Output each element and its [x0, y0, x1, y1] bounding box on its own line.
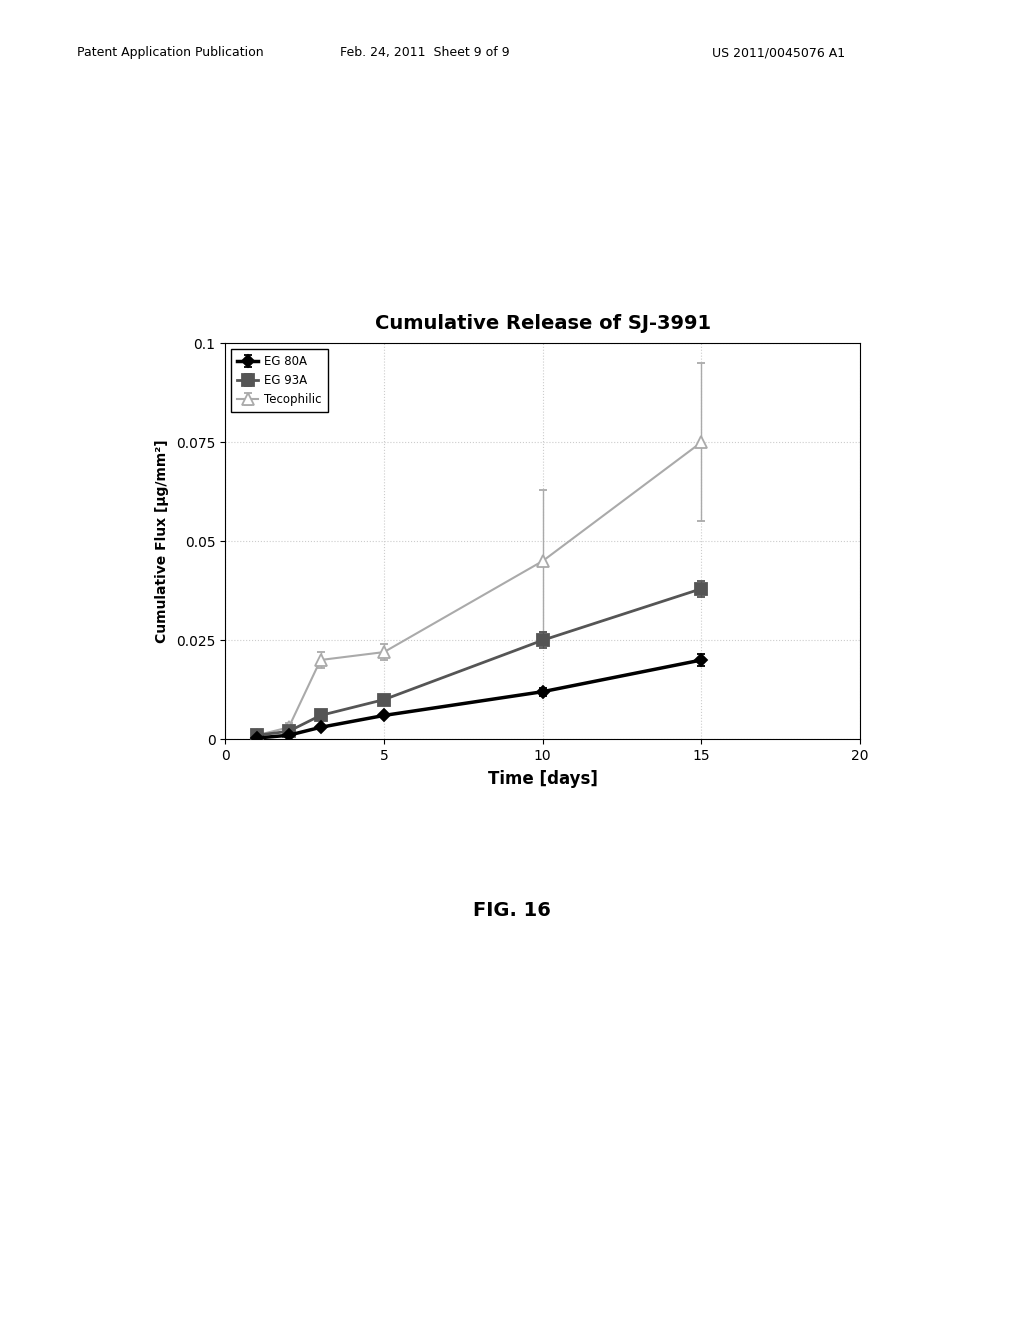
Text: US 2011/0045076 A1: US 2011/0045076 A1 [712, 46, 845, 59]
Text: Feb. 24, 2011  Sheet 9 of 9: Feb. 24, 2011 Sheet 9 of 9 [340, 46, 510, 59]
Text: FIG. 16: FIG. 16 [473, 902, 551, 920]
X-axis label: Time [days]: Time [days] [487, 770, 598, 788]
Y-axis label: Cumulative Flux [μg/mm²]: Cumulative Flux [μg/mm²] [156, 440, 169, 643]
Title: Cumulative Release of SJ-3991: Cumulative Release of SJ-3991 [375, 314, 711, 334]
Legend: EG 80A, EG 93A, Tecophilic: EG 80A, EG 93A, Tecophilic [231, 348, 328, 412]
Text: Patent Application Publication: Patent Application Publication [77, 46, 263, 59]
